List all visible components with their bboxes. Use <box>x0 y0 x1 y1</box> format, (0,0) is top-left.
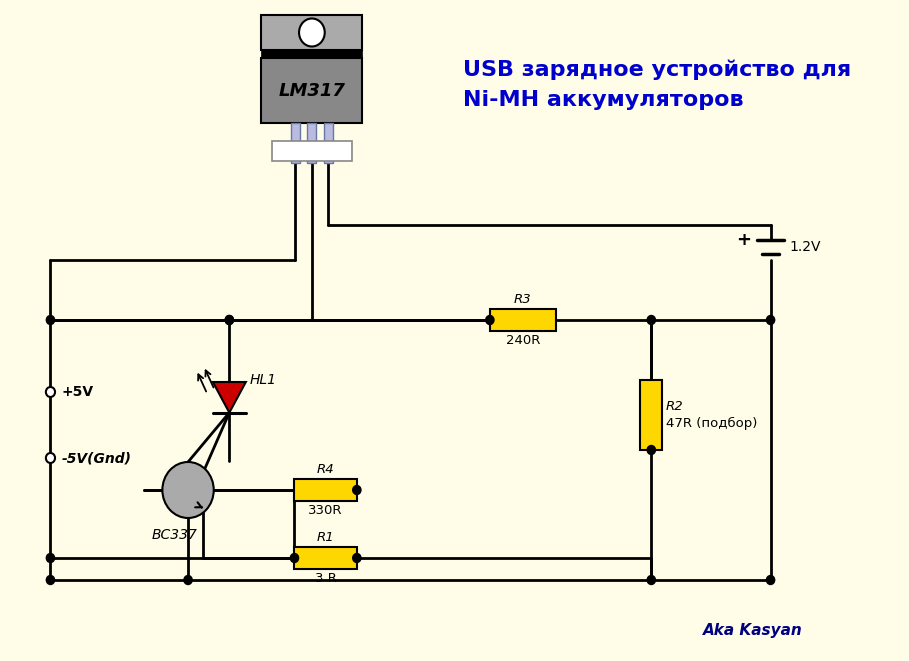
Circle shape <box>163 462 214 518</box>
Circle shape <box>45 453 55 463</box>
Circle shape <box>647 576 655 584</box>
Circle shape <box>766 315 774 325</box>
Text: 1.2V: 1.2V <box>790 240 822 254</box>
Bar <box>324 123 333 163</box>
Circle shape <box>46 553 55 563</box>
Bar <box>640 380 663 450</box>
Bar <box>295 547 357 569</box>
Text: +5V: +5V <box>62 385 94 399</box>
Text: -5V(Gnd): -5V(Gnd) <box>62 451 132 465</box>
Polygon shape <box>213 382 245 412</box>
Bar <box>307 123 316 163</box>
Text: 330R: 330R <box>308 504 343 517</box>
Text: R4: R4 <box>317 463 335 476</box>
Circle shape <box>647 315 655 325</box>
Circle shape <box>290 553 298 563</box>
Circle shape <box>225 315 234 325</box>
Bar <box>272 141 353 161</box>
Bar <box>490 309 556 331</box>
Text: R1: R1 <box>317 531 335 544</box>
Circle shape <box>353 485 361 494</box>
Bar <box>295 479 357 501</box>
Circle shape <box>46 315 55 325</box>
Circle shape <box>45 387 55 397</box>
Bar <box>262 58 363 123</box>
Text: R2: R2 <box>666 401 684 414</box>
Text: R3: R3 <box>514 293 532 306</box>
Circle shape <box>225 315 234 325</box>
Circle shape <box>766 576 774 584</box>
Circle shape <box>184 576 192 584</box>
Text: +: + <box>736 231 752 249</box>
Bar <box>262 15 363 50</box>
Text: BC337: BC337 <box>152 528 197 542</box>
Circle shape <box>46 576 55 584</box>
Bar <box>262 50 363 58</box>
Text: LM317: LM317 <box>278 81 345 100</box>
Text: Aka Kasyan: Aka Kasyan <box>703 623 803 637</box>
Text: HL1: HL1 <box>249 373 276 387</box>
Circle shape <box>485 315 494 325</box>
Text: 47R (подбор): 47R (подбор) <box>666 416 757 430</box>
Text: USB зарядное устройство для
Ni-MH аккумуляторов: USB зарядное устройство для Ni-MH аккуму… <box>464 60 852 110</box>
Text: 240R: 240R <box>505 334 540 347</box>
Text: 3 R: 3 R <box>315 572 336 585</box>
Circle shape <box>353 553 361 563</box>
Circle shape <box>299 19 325 46</box>
Bar <box>291 123 300 163</box>
Circle shape <box>647 446 655 455</box>
